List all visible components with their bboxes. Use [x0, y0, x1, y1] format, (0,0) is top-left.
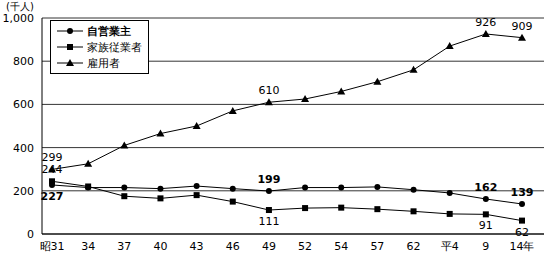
svg-text:227: 227 [41, 190, 64, 203]
svg-text:46: 46 [226, 240, 240, 253]
svg-text:139: 139 [511, 186, 534, 199]
svg-text:600: 600 [13, 98, 34, 111]
svg-text:52: 52 [298, 240, 312, 253]
svg-text:49: 49 [262, 240, 276, 253]
html-text:家族従業者: 家族従業者 [87, 40, 142, 54]
svg-text:37: 37 [117, 240, 131, 253]
svg-text:平4: 平4 [441, 240, 459, 253]
html-text:自営業主: 自営業主 [87, 24, 131, 38]
svg-text:43: 43 [190, 240, 204, 253]
svg-text:400: 400 [13, 142, 34, 155]
html-text:(千人): (千人) [6, 1, 34, 12]
svg-text:800: 800 [13, 55, 34, 68]
svg-text:62: 62 [515, 226, 529, 239]
svg-text:1,000: 1,000 [3, 12, 35, 25]
svg-text:62: 62 [407, 240, 421, 253]
html-text:雇用者: 雇用者 [87, 56, 120, 70]
svg-text:200: 200 [13, 185, 34, 198]
svg-text:244: 244 [42, 163, 63, 176]
svg-text:0: 0 [27, 228, 34, 241]
svg-text:299: 299 [42, 151, 63, 164]
svg-text:9: 9 [482, 240, 489, 253]
svg-text:34: 34 [81, 240, 95, 253]
svg-text:926: 926 [475, 16, 496, 29]
svg-text:199: 199 [257, 173, 280, 186]
svg-text:162: 162 [474, 181, 497, 194]
svg-text:91: 91 [479, 219, 493, 232]
svg-text:14年: 14年 [510, 240, 535, 253]
svg-text:54: 54 [334, 240, 348, 253]
svg-text:610: 610 [258, 84, 279, 97]
svg-text:40: 40 [153, 240, 167, 253]
svg-text:昭31: 昭31 [40, 240, 65, 253]
svg-text:909: 909 [512, 20, 533, 33]
svg-text:111: 111 [258, 215, 279, 228]
svg-text:57: 57 [370, 240, 384, 253]
